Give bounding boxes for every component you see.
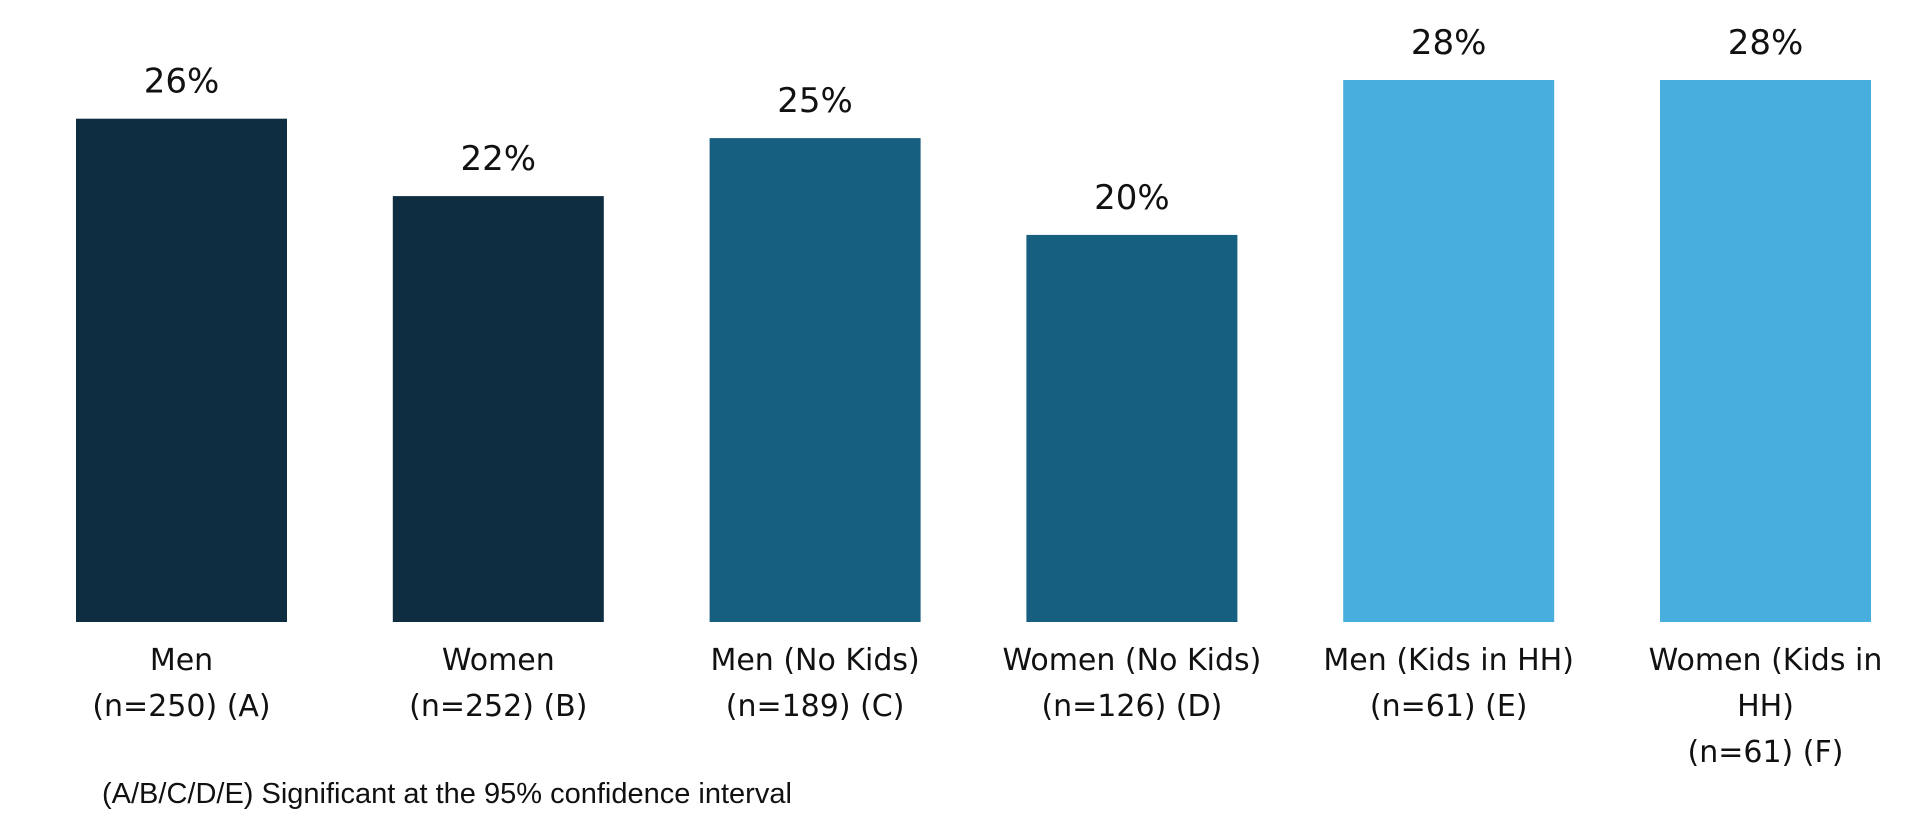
value-labels-group: 26% 22% 25% 20% 28% 28% <box>144 23 1804 218</box>
category-label-line: (n=61) (F) <box>1688 735 1844 770</box>
bar-6 <box>1660 80 1871 622</box>
category-label-4: Women (No Kids) (n=126) (D) <box>1002 643 1261 724</box>
category-label-line: (n=250) (A) <box>92 689 270 724</box>
category-labels-group: Men (n=250) (A) Women (n=252) (B) Men (No Ki… <box>92 643 1882 770</box>
category-label-line: (n=252) (B) <box>409 689 587 724</box>
category-label-5: Men (Kids in HH) (n=61) (E) <box>1323 643 1574 724</box>
value-label-4: 20% <box>1094 178 1170 218</box>
category-label-3: Men (No Kids) (n=189) (C) <box>710 643 919 724</box>
value-label-5: 28% <box>1411 23 1487 63</box>
footnote: (A/B/C/D/E) Significant at the 95% confi… <box>102 778 792 810</box>
bar-2 <box>392 196 604 622</box>
category-label-line: HH) <box>1737 689 1794 724</box>
category-label-line: Women <box>442 643 555 678</box>
value-label-6: 28% <box>1728 23 1804 63</box>
category-label-line: Men (No Kids) <box>710 643 919 678</box>
category-label-line: Women (No Kids) <box>1002 643 1261 678</box>
category-label-line: (n=61) (E) <box>1370 689 1528 724</box>
value-label-2: 22% <box>461 139 537 179</box>
value-label-3: 25% <box>777 81 853 121</box>
bar-3 <box>709 138 921 622</box>
value-label-1: 26% <box>144 62 220 102</box>
category-label-line: Men <box>150 643 213 678</box>
category-label-line: (n=126) (D) <box>1041 689 1222 724</box>
category-label-line: Men (Kids in HH) <box>1323 643 1574 678</box>
category-label-line: Women (Kids in <box>1649 643 1883 678</box>
bar-1 <box>76 118 287 622</box>
category-label-1: Men (n=250) (A) <box>92 643 270 724</box>
category-label-6: Women (Kids in HH) (n=61) (F) <box>1649 643 1883 770</box>
category-label-line: (n=189) (C) <box>726 689 905 724</box>
bars-group <box>76 80 1871 622</box>
bar-4 <box>1026 234 1238 622</box>
bar-5 <box>1343 80 1555 622</box>
category-label-2: Women (n=252) (B) <box>409 643 587 724</box>
